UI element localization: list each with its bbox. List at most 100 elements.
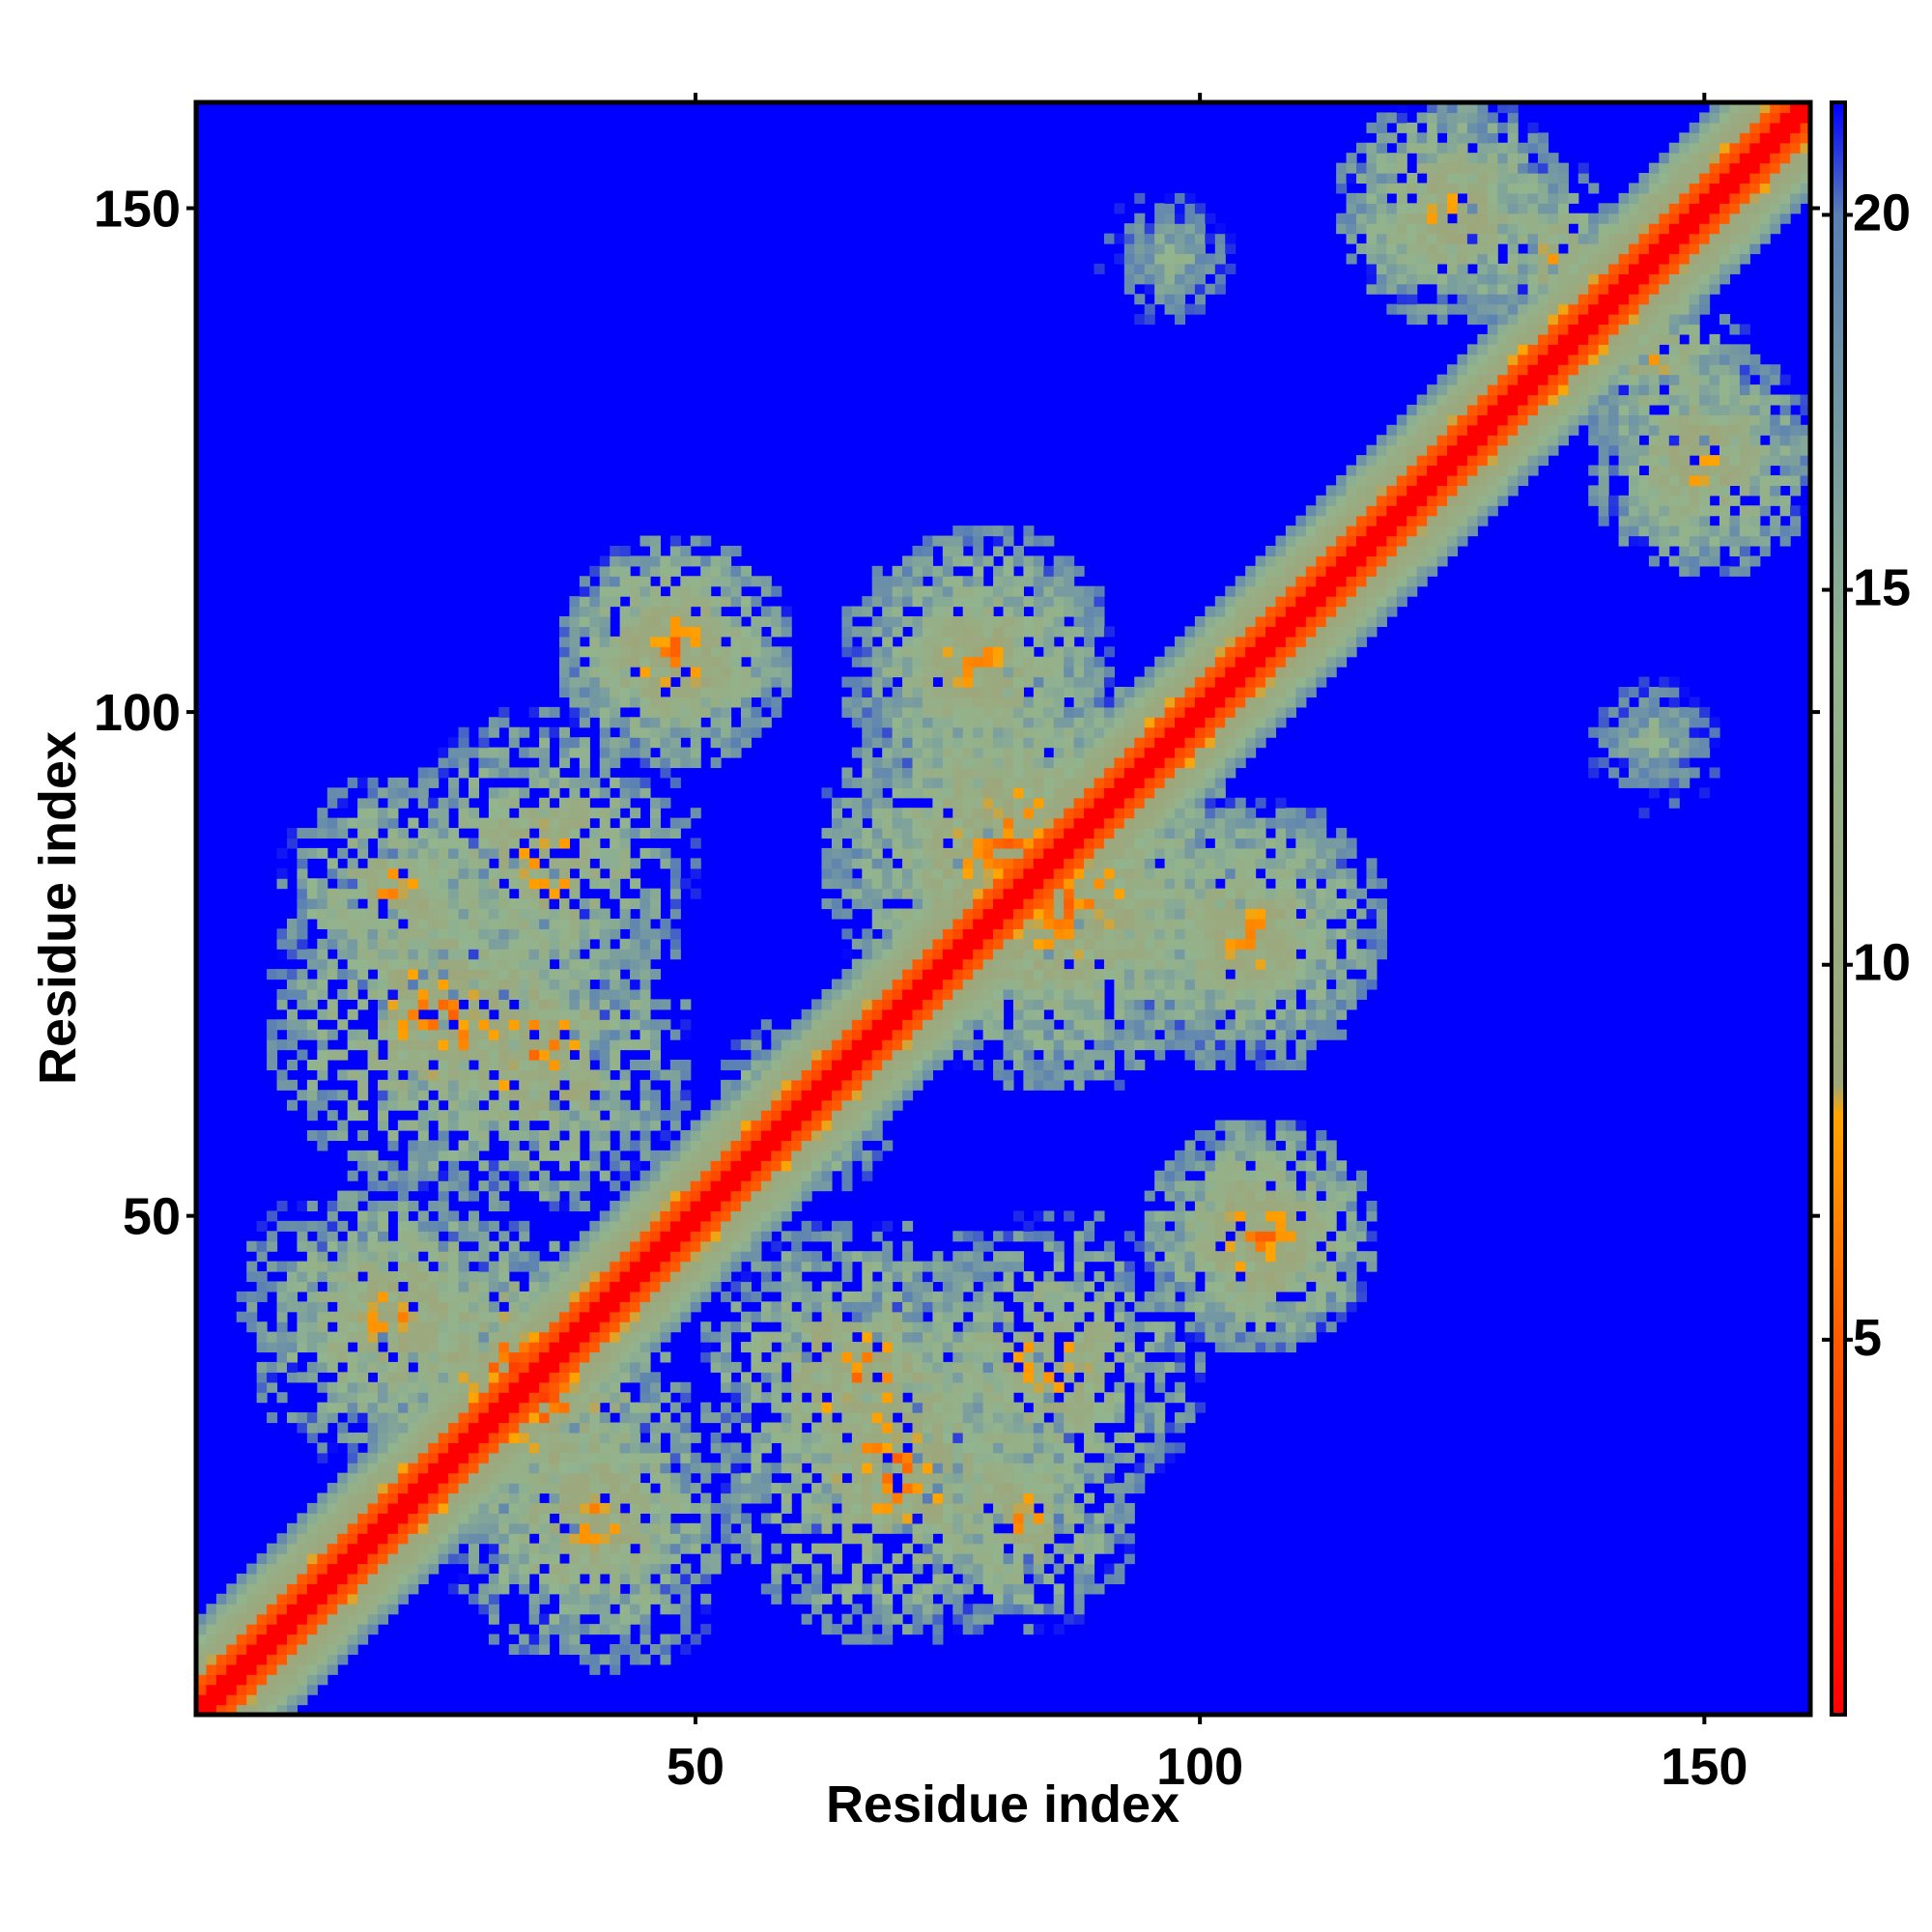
heatmap-cell	[438, 1452, 449, 1463]
heatmap-cell	[599, 1472, 611, 1484]
heatmap-cell	[549, 1422, 560, 1434]
heatmap-cell	[448, 1059, 460, 1070]
heatmap-cell	[357, 1220, 369, 1232]
heatmap-cell	[468, 1331, 480, 1343]
heatmap-cell	[700, 1281, 712, 1293]
heatmap-cell	[428, 817, 440, 829]
heatmap-cell	[599, 1129, 611, 1142]
heatmap-cell	[417, 1029, 429, 1040]
heatmap-cell	[478, 928, 490, 940]
heatmap-cell	[710, 1271, 722, 1283]
heatmap-cell	[760, 1463, 772, 1474]
heatmap-cell	[922, 767, 933, 779]
heatmap-cell	[377, 1099, 389, 1111]
heatmap-cell	[317, 1543, 328, 1554]
heatmap-cell	[589, 1563, 601, 1575]
heatmap-cell	[639, 1110, 651, 1122]
heatmap-cell	[610, 1432, 621, 1443]
heatmap-cell	[448, 878, 460, 890]
heatmap-cell	[932, 1311, 944, 1322]
heatmap-cell	[448, 1472, 460, 1484]
heatmap-cell	[882, 1281, 894, 1293]
heatmap-cell	[669, 747, 681, 758]
heatmap-cell	[690, 626, 701, 638]
heatmap-cell	[669, 596, 681, 608]
heatmap-cell	[397, 1331, 409, 1343]
heatmap-cell	[942, 1321, 953, 1333]
heatmap-cell	[630, 1180, 641, 1192]
heatmap-cell	[286, 1583, 298, 1595]
heatmap-cell	[680, 1281, 692, 1293]
heatmap-cell	[589, 1331, 601, 1343]
heatmap-cell	[630, 646, 641, 658]
heatmap-cell	[730, 615, 742, 628]
heatmap-cell	[438, 898, 449, 910]
heatmap-cell	[710, 1331, 722, 1343]
heatmap-cell	[599, 1372, 611, 1383]
heatmap-cell	[639, 717, 651, 728]
heatmap-cell	[558, 1361, 571, 1373]
heatmap-cell	[660, 1019, 671, 1031]
heatmap-cell	[700, 1553, 712, 1565]
heatmap-cell	[639, 667, 651, 678]
heatmap-cell	[236, 1573, 247, 1584]
heatmap-cell	[902, 777, 914, 788]
heatmap-cell	[660, 797, 671, 809]
heatmap-cell	[306, 898, 318, 910]
heatmap-cell	[498, 1049, 510, 1061]
heatmap-cell	[357, 1190, 369, 1202]
heatmap-cell	[397, 1402, 409, 1413]
heatmap-cell	[639, 1190, 651, 1202]
heatmap-cell	[771, 615, 782, 628]
heatmap-cell	[680, 576, 692, 587]
heatmap-cell	[760, 1079, 772, 1091]
heatmap-cell	[458, 1049, 469, 1061]
heatmap-cell	[549, 1522, 560, 1534]
heatmap-cell	[206, 1654, 217, 1665]
heatmap-cell	[781, 1150, 792, 1161]
heatmap-cell	[397, 1190, 409, 1202]
heatmap-cell	[882, 767, 894, 779]
heatmap-cell	[680, 1311, 692, 1322]
heatmap-cell	[397, 1009, 409, 1020]
heatmap-cell	[458, 969, 469, 980]
heatmap-cell	[660, 1492, 671, 1504]
heatmap-cell	[942, 1452, 953, 1463]
heatmap-cell	[377, 1422, 389, 1434]
heatmap-cell	[468, 1342, 480, 1353]
heatmap-cell	[387, 1160, 399, 1172]
heatmap-cell	[922, 1321, 933, 1333]
heatmap-cell	[660, 626, 671, 638]
heatmap-cell	[912, 898, 923, 910]
heatmap-cell	[458, 1140, 469, 1151]
heatmap-cell	[801, 1099, 812, 1111]
heatmap-cell	[710, 1120, 722, 1131]
heatmap-cell	[831, 1059, 842, 1070]
heatmap-cell	[327, 1502, 338, 1514]
heatmap-cell	[892, 667, 903, 678]
heatmap-cell	[649, 938, 662, 950]
heatmap-cell	[236, 1604, 247, 1615]
heatmap-cell	[619, 1251, 631, 1263]
heatmap-cell	[498, 1402, 510, 1413]
heatmap-cell	[377, 938, 389, 950]
heatmap-cell	[892, 979, 903, 990]
heatmap-cell	[922, 615, 933, 628]
heatmap-cell	[599, 918, 611, 929]
heatmap-cell	[669, 757, 681, 769]
heatmap-cell	[962, 1613, 974, 1625]
heatmap-cell	[630, 1059, 641, 1070]
heatmap-cell	[599, 565, 611, 577]
heatmap-cell	[760, 576, 772, 587]
heatmap-cell	[942, 969, 953, 980]
heatmap-cell	[710, 1251, 722, 1263]
heatmap-cell	[539, 838, 551, 849]
heatmap-cell	[630, 1009, 641, 1020]
heatmap-cell	[448, 747, 460, 758]
heatmap-cell	[610, 646, 621, 658]
heatmap-cell	[690, 576, 701, 587]
heatmap-cell	[367, 979, 379, 990]
heatmap-cell	[841, 606, 853, 617]
heatmap-cell	[730, 1110, 742, 1122]
heatmap-cell	[367, 1563, 379, 1575]
